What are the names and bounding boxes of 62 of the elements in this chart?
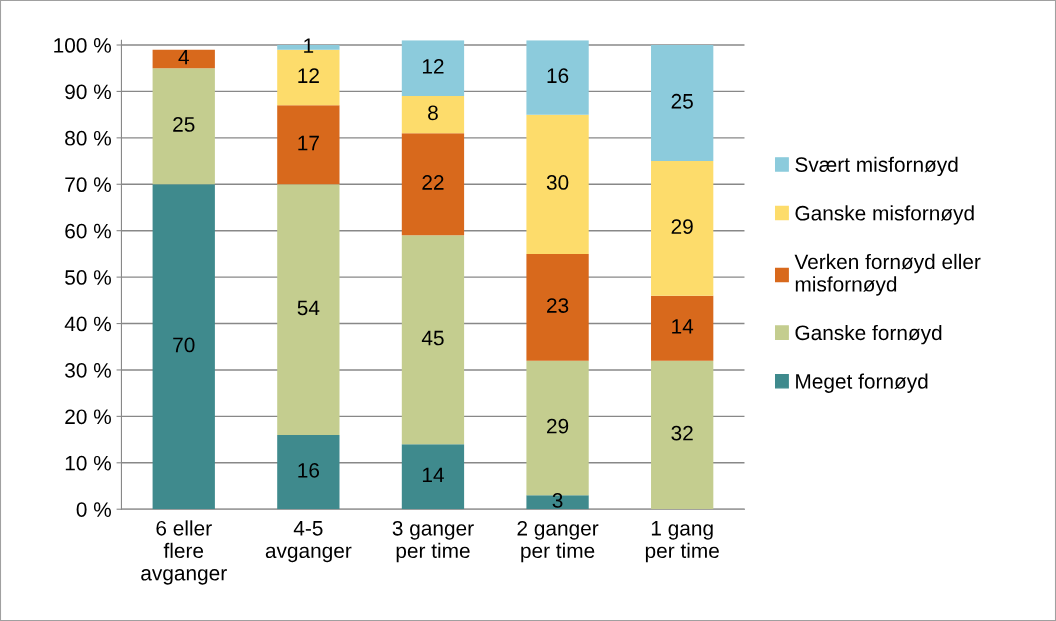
x-tick-label: 6 eller flere avganger xyxy=(141,520,227,585)
data-label: 45 xyxy=(421,330,444,346)
bar xyxy=(526,40,589,115)
legend-label: Meget fornøyd xyxy=(796,373,928,393)
data-label: 25 xyxy=(671,93,693,109)
bar xyxy=(526,253,589,361)
data-label: 12 xyxy=(298,68,319,83)
bar xyxy=(277,184,340,435)
y-tick-label: 80 % xyxy=(65,130,111,146)
data-label: 30 xyxy=(546,175,569,190)
bar xyxy=(152,49,215,69)
data-label: 16 xyxy=(547,68,569,84)
y-tick-label: 20 % xyxy=(65,409,111,425)
legend-label: Ganske misfornøyd xyxy=(795,205,974,225)
y-tick-label: 10 % xyxy=(65,455,111,471)
data-label: 29 xyxy=(671,219,693,234)
bar xyxy=(401,235,465,445)
data-label: 4 xyxy=(178,49,189,65)
x-tick-label: 1 gang per time xyxy=(645,521,719,563)
bar xyxy=(651,295,714,361)
data-label: 29 xyxy=(547,418,569,434)
data-label: 3 xyxy=(552,493,563,508)
y-tick-label: 100 % xyxy=(54,38,111,53)
x-tick-label: 4-5 avganger xyxy=(265,521,352,563)
y-tick-label: 0 % xyxy=(76,502,111,517)
data-label: 16 xyxy=(298,462,320,478)
bar xyxy=(401,133,465,236)
bar xyxy=(277,105,340,185)
bar xyxy=(526,495,589,510)
data-label: 12 xyxy=(422,59,444,74)
data-label: 32 xyxy=(671,425,693,441)
y-tick-label: 40 % xyxy=(64,316,111,332)
y-tick-label: 30 % xyxy=(65,362,111,378)
data-label: 14 xyxy=(672,319,694,334)
y-tick-label: 60 % xyxy=(65,223,111,239)
bar xyxy=(651,161,714,296)
bar xyxy=(277,434,340,510)
data-label: 23 xyxy=(547,298,569,313)
y-tick-label: 90 % xyxy=(65,84,111,100)
data-label: 8 xyxy=(428,105,438,121)
legend-label: Verken fornøyd eller misfornøyd xyxy=(794,253,981,296)
y-tick-label: 70 % xyxy=(65,177,111,193)
x-tick-label: 3 ganger per time xyxy=(392,520,474,563)
bar xyxy=(651,45,714,162)
x-tick-label: 2 ganger per time xyxy=(517,520,599,563)
legend-label: Ganske fornøyd xyxy=(795,324,942,345)
bar xyxy=(401,444,465,510)
data-label: 17 xyxy=(298,135,319,151)
data-label: 14 xyxy=(422,467,444,483)
data-label: 70 xyxy=(173,337,195,353)
bar xyxy=(651,360,714,510)
bar xyxy=(152,68,215,185)
legend-label: Svært misfornøyd xyxy=(795,156,958,177)
data-label: 25 xyxy=(173,117,195,132)
data-label: 54 xyxy=(297,300,320,316)
data-label: 22 xyxy=(422,175,444,190)
bar xyxy=(152,184,215,510)
bar xyxy=(401,96,465,134)
bar xyxy=(526,114,589,254)
y-tick-label: 50 % xyxy=(65,270,111,285)
bar xyxy=(401,40,465,97)
data-label: 1 xyxy=(304,38,314,53)
